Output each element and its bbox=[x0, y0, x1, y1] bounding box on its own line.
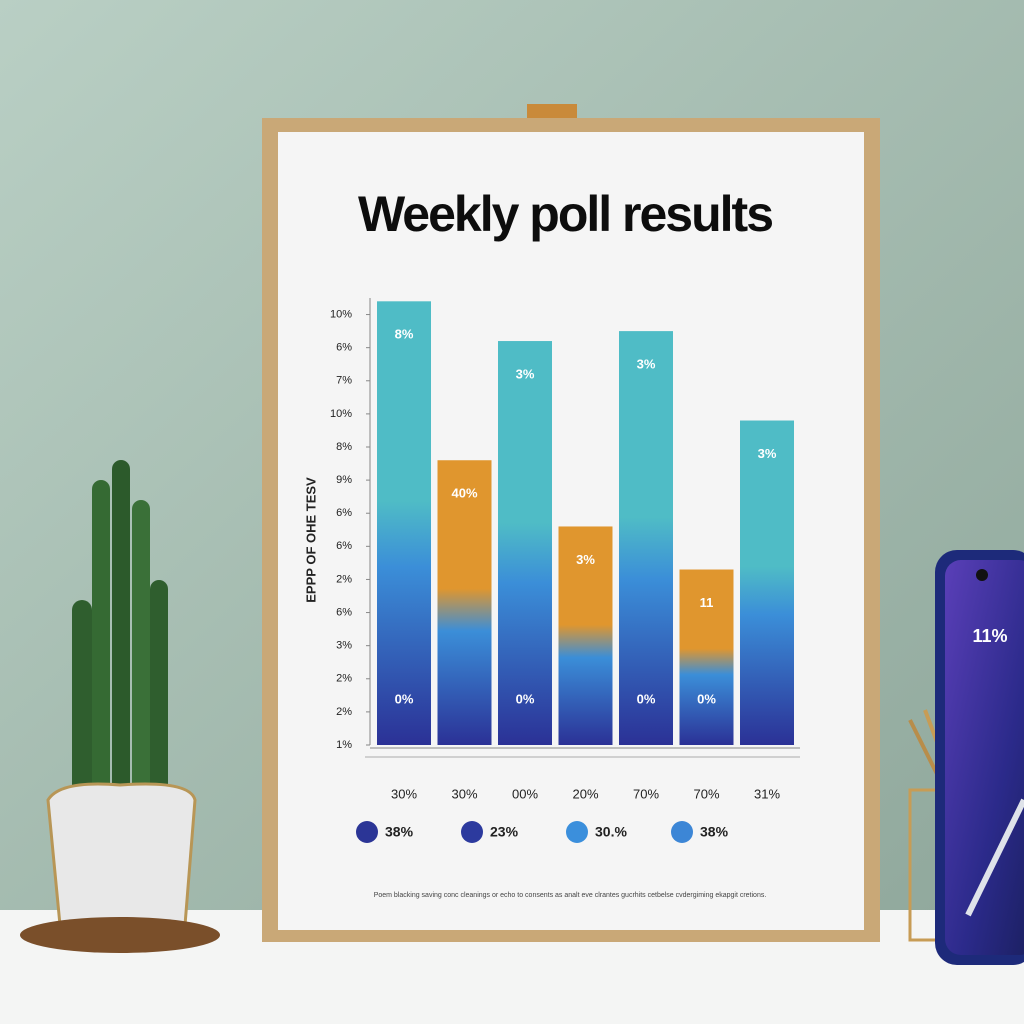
legend-label: 30.% bbox=[595, 824, 627, 840]
legend-label: 38% bbox=[700, 824, 729, 840]
chart-title: Weekly poll results bbox=[358, 186, 772, 242]
y-tick-label: 2% bbox=[336, 673, 352, 685]
x-tick-label: 00% bbox=[512, 786, 538, 801]
bar-label: 40% bbox=[451, 486, 477, 501]
base-label: 0% bbox=[697, 691, 716, 706]
base-label: 0% bbox=[637, 691, 656, 706]
y-axis-label: EPPP OF OHE TESV bbox=[303, 477, 318, 603]
legend-label: 38% bbox=[385, 824, 414, 840]
bar-label: 3% bbox=[576, 552, 595, 567]
y-tick-label: 10% bbox=[330, 308, 352, 320]
x-tick-label: 70% bbox=[633, 786, 659, 801]
legend-swatch bbox=[356, 821, 378, 843]
phone-text: 11% bbox=[972, 626, 1007, 646]
x-tick-label: 20% bbox=[572, 786, 598, 801]
bar bbox=[619, 331, 673, 745]
chart: 1% 2% 2% 3% 6% 2% 6% 6% 9% 8% 10% 7% 6% 10% 8% 0% 30% 40%… bbox=[330, 298, 800, 843]
x-tick-label: 30% bbox=[451, 786, 477, 801]
footnote: Poem blacking saving conc cleanings or e… bbox=[374, 892, 767, 899]
x-tick-label: 31% bbox=[754, 786, 780, 801]
y-tick-label: 8% bbox=[336, 441, 352, 453]
y-tick-label: 10% bbox=[330, 408, 352, 420]
y-tick-label: 3% bbox=[336, 640, 352, 652]
clip bbox=[527, 104, 577, 122]
legend-swatch bbox=[566, 821, 588, 843]
bar bbox=[498, 341, 552, 745]
cactus bbox=[20, 460, 220, 953]
base-label: 0% bbox=[516, 691, 535, 706]
y-tick-label: 6% bbox=[336, 507, 352, 519]
bar bbox=[377, 301, 431, 745]
legend-swatch bbox=[671, 821, 693, 843]
y-tick-label: 2% bbox=[336, 706, 352, 718]
y-tick-label: 9% bbox=[336, 474, 352, 486]
base-label: 0% bbox=[395, 691, 414, 706]
y-tick-label: 2% bbox=[336, 573, 352, 585]
bar-label: 3% bbox=[758, 446, 777, 461]
bar bbox=[740, 420, 794, 745]
bar-label: 3% bbox=[516, 366, 535, 381]
bar-label: 11 bbox=[700, 595, 714, 610]
x-tick-label: 70% bbox=[693, 786, 719, 801]
bar bbox=[558, 526, 613, 745]
legend-swatch bbox=[461, 821, 483, 843]
y-tick-label: 6% bbox=[336, 540, 352, 552]
y-tick-label: 1% bbox=[336, 739, 352, 751]
bar-label: 3% bbox=[637, 357, 656, 372]
y-tick-label: 7% bbox=[336, 375, 352, 387]
phone bbox=[935, 550, 1024, 965]
bar bbox=[679, 569, 734, 745]
bar-label: 8% bbox=[395, 327, 414, 342]
x-tick-label: 30% bbox=[391, 786, 417, 801]
y-tick-label: 6% bbox=[336, 342, 352, 354]
bar bbox=[437, 460, 492, 745]
legend-label: 23% bbox=[490, 824, 519, 840]
y-tick-label: 6% bbox=[336, 606, 352, 618]
